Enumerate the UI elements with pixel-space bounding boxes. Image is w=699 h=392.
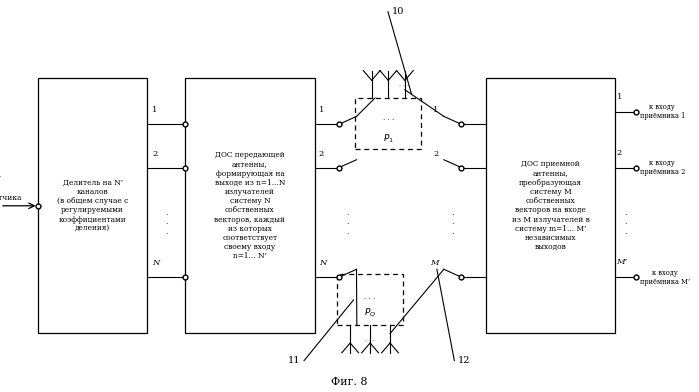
Text: .
.
.: . . . xyxy=(347,209,349,236)
Text: $P_1$: $P_1$ xyxy=(383,132,394,145)
Text: 12: 12 xyxy=(458,356,470,365)
Text: 11: 11 xyxy=(288,356,301,365)
Text: 10: 10 xyxy=(391,7,404,16)
Text: .
.
.: . . . xyxy=(624,209,627,236)
Text: к входу
приёмника 1: к входу приёмника 1 xyxy=(640,103,685,120)
Text: . . .: . . . xyxy=(365,337,375,341)
Text: . . .: . . . xyxy=(364,293,376,301)
Bar xyxy=(185,78,315,333)
Text: $P_Q$: $P_Q$ xyxy=(364,306,376,319)
Text: .
.
.: . . . xyxy=(165,209,167,236)
Text: N: N xyxy=(152,260,160,267)
Text: к входу
приёмника M’: к входу приёмника M’ xyxy=(640,269,690,286)
Text: . . .: . . . xyxy=(382,114,394,122)
Bar xyxy=(355,98,421,149)
Text: N: N xyxy=(319,260,326,267)
Text: 1: 1 xyxy=(617,93,622,101)
Text: 1: 1 xyxy=(152,107,158,114)
Text: Делитель на N’
каналов
(в общем случае с
регулируемыми
коэффициентами
деления): Делитель на N’ каналов (в общем случае с… xyxy=(57,179,128,233)
Text: Фиг. 8: Фиг. 8 xyxy=(331,377,368,387)
Text: .
.
.: . . . xyxy=(452,209,454,236)
Text: 2: 2 xyxy=(319,150,324,158)
Text: 1: 1 xyxy=(433,107,438,114)
Text: к входу
приёмника 2: к входу приёмника 2 xyxy=(640,159,685,176)
Text: от: от xyxy=(0,174,1,182)
Text: 2: 2 xyxy=(152,150,158,158)
Bar xyxy=(38,78,147,333)
Text: M’: M’ xyxy=(617,258,628,266)
Text: ДОС передающей
антенны,
формирующая на
выходе из n=1...N
излучателей
систему N
с: ДОС передающей антенны, формирующая на в… xyxy=(215,151,285,260)
Bar xyxy=(486,78,615,333)
Text: ДОС приемной
антенны,
преобразующая
систему M
собственных
векторов на входе
из M: ДОС приемной антенны, преобразующая сист… xyxy=(512,160,589,251)
Text: M: M xyxy=(430,260,438,267)
Text: передатчика: передатчика xyxy=(0,194,22,202)
Text: 1: 1 xyxy=(319,107,324,114)
Text: 2: 2 xyxy=(617,149,622,156)
Text: . . .: . . . xyxy=(398,82,409,87)
Text: 2: 2 xyxy=(433,150,438,158)
Bar xyxy=(337,274,403,325)
